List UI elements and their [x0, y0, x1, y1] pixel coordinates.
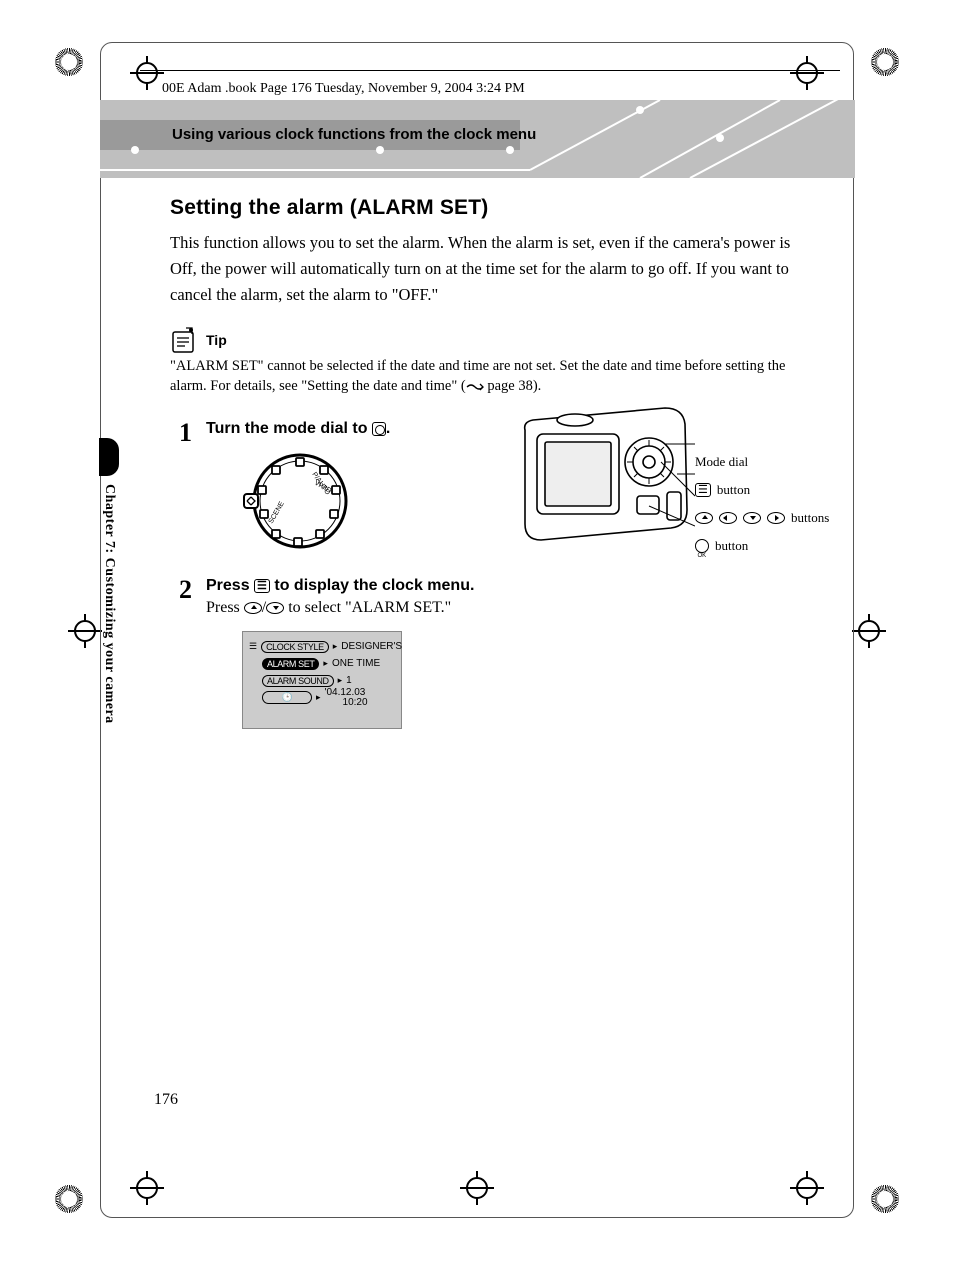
camera-callouts: Mode dial ☰ button buttons button: [695, 448, 829, 560]
triangle-icon: ▸: [323, 658, 328, 669]
reference-icon: [466, 382, 484, 392]
up-button-icon: [244, 602, 262, 614]
section-body: This function allows you to set the alar…: [170, 230, 802, 308]
triangle-icon: ▸: [316, 692, 321, 703]
print-header: 00E Adam .book Page 176 Tuesday, Novembe…: [162, 81, 525, 97]
callout-text: buttons: [791, 504, 829, 532]
section-heading: Setting the alarm (ALARM SET): [170, 196, 802, 220]
tab-marker-icon: [99, 438, 119, 476]
tip-text-b: page 38).: [484, 378, 542, 394]
triangle-icon: ▸: [333, 641, 338, 652]
callout-ok-button: button: [695, 532, 829, 560]
lcd-datetime: '04.12.03 10:20: [325, 688, 368, 708]
callout-menu-button: ☰ button: [695, 476, 829, 504]
callout-text: Mode dial: [695, 448, 748, 476]
step-2-title-a: Press: [206, 577, 254, 594]
step-2-text-c: to select "ALARM SET.": [284, 599, 451, 616]
registration-mark-icon: [55, 1185, 83, 1213]
lcd-label-selected: ALARM SET: [262, 658, 319, 670]
down-button-icon: [743, 512, 761, 524]
section-banner: Using various clock functions from the c…: [100, 100, 855, 178]
tip-text: "ALARM SET" cannot be selected if the da…: [170, 356, 802, 396]
lcd-label: ALARM SOUND: [262, 675, 334, 687]
step-number: 2: [170, 577, 192, 729]
lcd-value: ONE TIME: [332, 658, 380, 669]
lcd-time: 10:20: [343, 697, 368, 708]
step-2-title-b: to display the clock menu.: [270, 577, 475, 594]
crop-mark-icon: [68, 614, 102, 648]
lcd-row: ☰ CLOCK STYLE ▸ DESIGNER'S: [249, 638, 395, 655]
down-button-icon: [266, 602, 284, 614]
step-2-text-a: Press: [206, 599, 244, 616]
lcd-row: ALARM SET ▸ ONE TIME: [249, 655, 395, 672]
left-button-icon: [719, 512, 737, 524]
step-1-title-b: .: [386, 420, 390, 437]
registration-mark-icon: [871, 1185, 899, 1213]
mode-dial-icon: VIVID SCENE P/AUTO: [242, 446, 352, 556]
chapter-tab: Chapter 7: Customizing your camera: [99, 438, 131, 768]
step-number: 1: [170, 420, 192, 561]
lcd-menu-figure: ☰ CLOCK STYLE ▸ DESIGNER'S ALARM SET ▸ O…: [242, 631, 402, 729]
callout-mode-dial: Mode dial: [695, 448, 829, 476]
crop-mark-icon: [852, 614, 886, 648]
camera-icon: [515, 400, 695, 550]
lcd-row: 🕒 ▸ '04.12.03 10:20: [249, 689, 395, 706]
tip-icon: [170, 326, 196, 354]
step-2: 2 Press ☰ to display the clock menu. Pre…: [170, 577, 802, 729]
manual-page: 00E Adam .book Page 176 Tuesday, Novembe…: [0, 0, 954, 1261]
step-2-text: Press / to select "ALARM SET.": [206, 599, 506, 617]
up-button-icon: [695, 512, 713, 524]
lcd-value: DESIGNER'S: [341, 641, 402, 652]
lcd-date: '04.12.03: [325, 687, 366, 698]
header-rule: [140, 70, 840, 71]
lcd-clock-icon: 🕒: [262, 691, 312, 704]
registration-mark-icon: [871, 48, 899, 76]
callout-arrow-buttons: buttons: [695, 504, 829, 532]
banner-title: Using various clock functions from the c…: [172, 126, 536, 143]
clock-mode-icon: [372, 422, 386, 436]
lcd-row: ALARM SOUND ▸ 1: [249, 672, 395, 689]
callout-text: button: [717, 476, 750, 504]
registration-mark-icon: [55, 48, 83, 76]
chapter-label: Chapter 7: Customizing your camera: [101, 484, 117, 724]
menu-bars-icon: ☰: [249, 641, 257, 652]
tip-label: Tip: [206, 332, 227, 348]
triangle-icon: ▸: [338, 675, 343, 686]
menu-button-icon: ☰: [695, 483, 711, 497]
lcd-label: CLOCK STYLE: [261, 641, 329, 653]
right-button-icon: [767, 512, 785, 524]
menu-button-icon: ☰: [254, 579, 270, 593]
lcd-value: 1: [346, 675, 352, 686]
page-number: 176: [154, 1091, 178, 1109]
callout-text: button: [715, 532, 748, 560]
step-1-title-a: Turn the mode dial to: [206, 420, 372, 437]
tip-block: Tip "ALARM SET" cannot be selected if th…: [170, 326, 802, 396]
step-2-title: Press ☰ to display the clock menu.: [206, 577, 506, 595]
ok-button-icon: [695, 539, 709, 553]
